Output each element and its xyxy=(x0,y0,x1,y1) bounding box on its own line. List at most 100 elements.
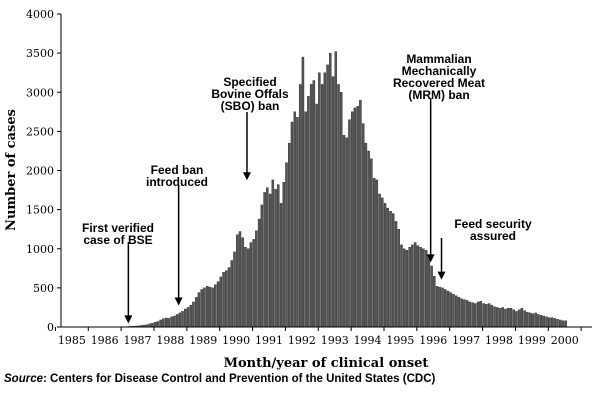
bar xyxy=(444,289,447,328)
annotation-text: assured xyxy=(470,229,516,243)
bar xyxy=(315,103,318,328)
x-axis-title: Month/year of clinical onset xyxy=(224,356,429,371)
bar xyxy=(523,310,526,328)
bar xyxy=(345,137,348,328)
bar xyxy=(561,320,565,328)
bar xyxy=(225,270,228,328)
bar xyxy=(192,301,195,328)
annotation-arrow-head xyxy=(426,254,435,263)
annotation-text: Mechanically xyxy=(402,64,477,78)
x-tick-label: 1990 xyxy=(222,334,250,347)
annotation-text: Feed ban xyxy=(151,163,204,177)
bar xyxy=(542,315,546,328)
bar xyxy=(534,312,537,328)
bar xyxy=(482,303,485,328)
x-tick-label: 1986 xyxy=(91,334,119,347)
bar xyxy=(389,211,392,328)
bar xyxy=(463,299,466,328)
bar xyxy=(356,106,359,328)
bar xyxy=(496,307,499,328)
bar xyxy=(405,250,409,328)
x-tick-label: 1988 xyxy=(156,334,184,347)
x-tick-label: 1997 xyxy=(452,334,480,347)
bar xyxy=(383,203,387,328)
bar xyxy=(435,286,439,328)
bar xyxy=(266,187,269,328)
bar xyxy=(359,99,362,328)
source-note: Source: Centers for Disease Control and … xyxy=(4,373,435,385)
y-tick-label: 0 xyxy=(47,321,54,334)
bar xyxy=(413,242,417,328)
bar xyxy=(441,287,444,328)
bar xyxy=(151,322,154,328)
bar xyxy=(531,313,535,328)
x-tick-label: 1994 xyxy=(354,334,382,347)
annotation-text: Feed security xyxy=(454,217,532,231)
bar xyxy=(153,322,157,328)
bar xyxy=(230,260,234,328)
x-tick-label: 1999 xyxy=(518,334,546,347)
x-tick-label: 2000 xyxy=(551,334,579,347)
bar xyxy=(337,84,340,328)
bar xyxy=(400,244,403,328)
bar xyxy=(372,178,376,328)
source-label: Source xyxy=(4,373,43,385)
annotation-text: Bovine Offals xyxy=(211,87,289,101)
bar xyxy=(326,64,329,328)
bar xyxy=(411,244,414,328)
bar xyxy=(249,242,253,328)
bar xyxy=(353,107,357,328)
x-ticks-group: 1985 1986 1987 1988 1989 1990 1991 1992 1993 1994… xyxy=(54,327,582,347)
bar xyxy=(449,292,452,328)
y-ticks-group: 0 500 1000 1500 2000 2500 3000 3500 4000 xyxy=(26,8,61,334)
bar xyxy=(203,287,206,328)
annotation-text: Mammalian xyxy=(406,52,471,66)
bar xyxy=(288,142,291,328)
bar xyxy=(457,297,461,328)
bar xyxy=(364,142,368,328)
bar xyxy=(474,303,477,328)
bar xyxy=(348,119,351,328)
bar xyxy=(167,318,171,328)
bar xyxy=(233,251,236,328)
annotation-arrow-head xyxy=(242,172,251,181)
bar xyxy=(244,247,247,328)
bar xyxy=(162,318,165,328)
bar xyxy=(485,304,488,328)
bar xyxy=(427,256,431,328)
bar xyxy=(460,298,463,328)
bar xyxy=(219,276,223,328)
bar xyxy=(159,319,162,328)
annotation-text: (SBO) ban xyxy=(221,99,280,113)
bar xyxy=(183,308,187,328)
bar xyxy=(517,309,521,328)
bar xyxy=(493,306,496,328)
bar xyxy=(430,265,433,328)
bar xyxy=(520,308,524,328)
bar xyxy=(205,286,209,328)
bar xyxy=(370,158,373,328)
bar xyxy=(318,72,321,328)
bars-group xyxy=(121,51,567,328)
bar xyxy=(378,193,381,328)
bar xyxy=(454,295,458,328)
bar xyxy=(200,289,203,328)
x-tick-label: 1992 xyxy=(288,334,316,347)
bar xyxy=(263,192,266,328)
bar xyxy=(238,231,242,328)
bar xyxy=(260,204,264,328)
annotation-arrow-head xyxy=(174,297,183,306)
bar xyxy=(465,300,469,328)
bar xyxy=(290,121,294,328)
y-axis-title: Number of cases xyxy=(4,109,19,231)
bar xyxy=(350,111,354,328)
bar xyxy=(194,297,198,328)
bar xyxy=(537,314,540,328)
bar xyxy=(222,272,225,328)
bar xyxy=(419,247,422,328)
